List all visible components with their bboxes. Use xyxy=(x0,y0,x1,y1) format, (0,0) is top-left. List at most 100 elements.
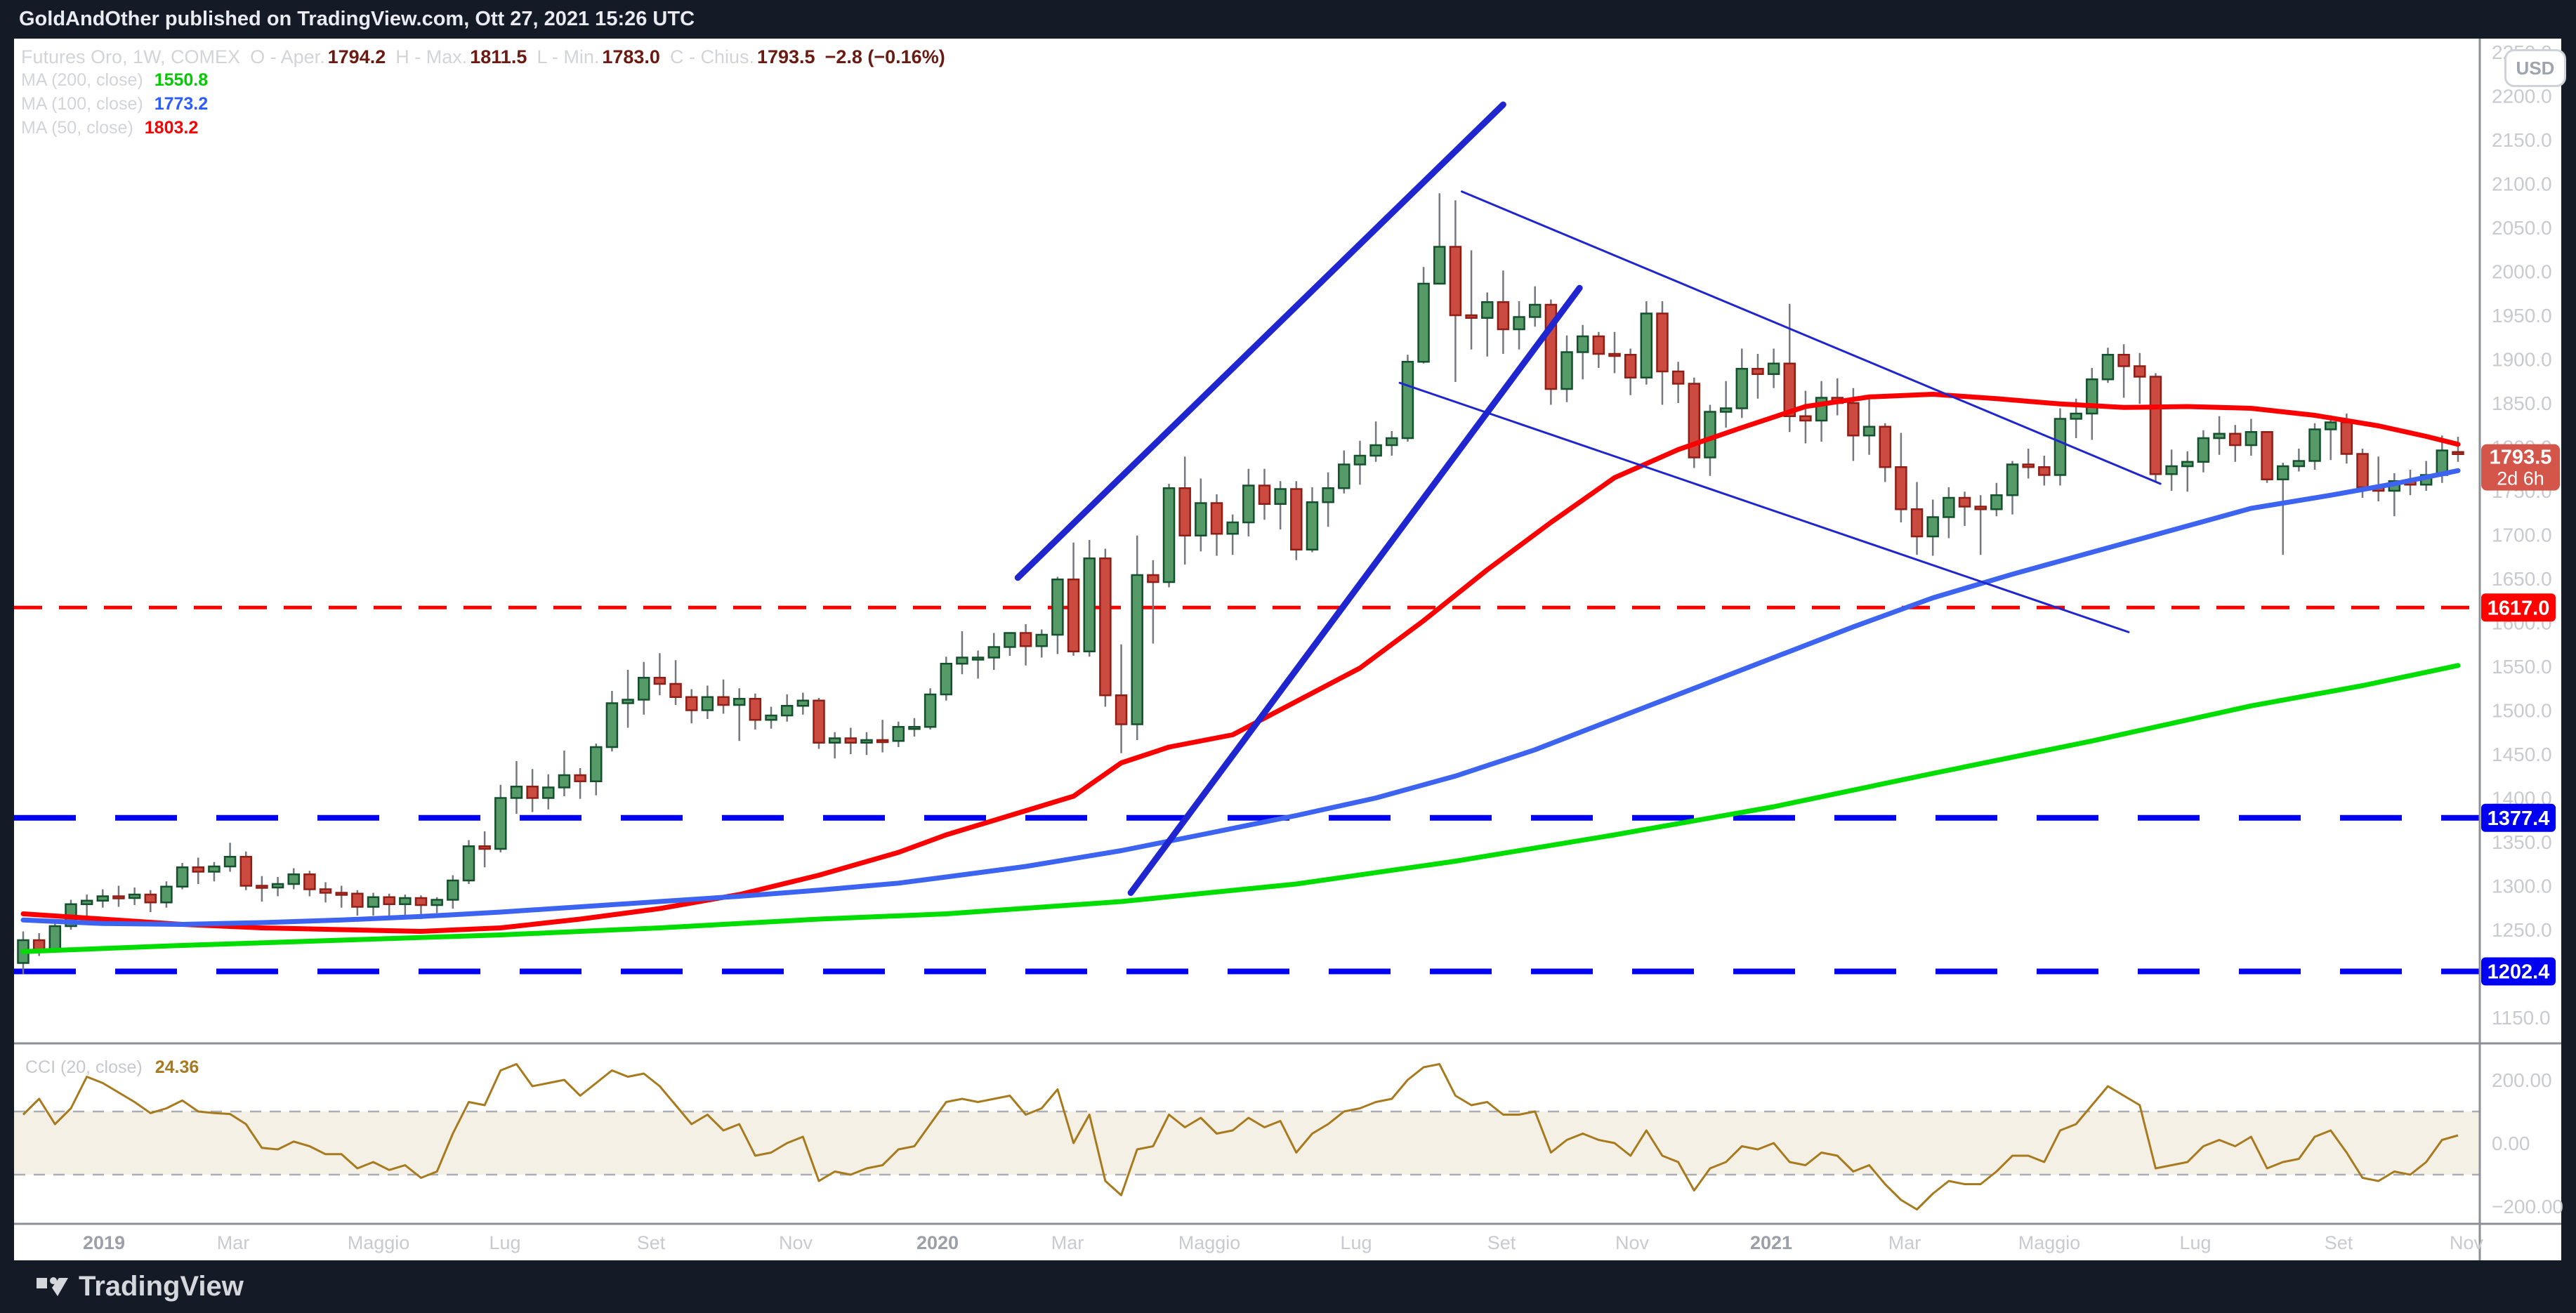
falling-wedge-upper[interactable] xyxy=(1460,190,2162,485)
last-price-badge xyxy=(2481,444,2560,491)
candle-up xyxy=(367,896,380,908)
candle-up xyxy=(176,866,189,888)
candle-up xyxy=(892,726,905,742)
candle-up xyxy=(1322,487,1334,503)
candle-up xyxy=(2292,460,2306,468)
tradingview-logo-link[interactable]: TradingView xyxy=(37,1271,244,1302)
candle-up xyxy=(2197,437,2210,463)
candle-up xyxy=(1862,425,1876,437)
ma50-value: 1803.2 xyxy=(144,118,199,138)
price-tick-label: 2000.0 xyxy=(2492,261,2552,283)
trendlines-layer[interactable] xyxy=(1014,101,2162,896)
candle-up xyxy=(732,698,746,706)
price-tick-label: 1300.0 xyxy=(2492,876,2552,897)
ma50-label: MA (50, close) xyxy=(21,118,133,138)
cci-value: 24.36 xyxy=(155,1057,199,1077)
time-month-label: Mar xyxy=(1051,1232,1084,1253)
candle-down xyxy=(876,739,889,744)
candle-up xyxy=(2053,418,2067,476)
time-axis[interactable]: 2019 Mar Maggio Lug Set Nov 2020 Mar Maggio Lug Se… xyxy=(83,1232,2484,1253)
candle-down xyxy=(2340,421,2353,455)
candle-down xyxy=(1099,557,1112,697)
candle-up xyxy=(1560,351,1573,390)
price-tick-label: 1850.0 xyxy=(2492,392,2552,414)
candle-up xyxy=(510,786,523,799)
candle-up xyxy=(160,885,173,904)
candle-down xyxy=(1958,496,1971,508)
horizontal-lines-layer[interactable] xyxy=(14,605,2480,975)
ma200-line[interactable] xyxy=(20,663,2461,954)
candle-up xyxy=(2101,354,2115,381)
candle-up xyxy=(431,899,443,906)
candle-up xyxy=(80,899,93,905)
open-label: O - Aper. xyxy=(250,46,325,67)
candle-up xyxy=(399,897,412,905)
ma100-value: 1773.2 xyxy=(154,94,209,114)
candle-down xyxy=(2261,431,2273,480)
candle-down xyxy=(256,885,268,889)
legend: Futures Oro, 1W, COMEX O - Aper. 1794.2 H… xyxy=(21,46,945,142)
candle-down xyxy=(1290,488,1303,550)
price-tick-label: 1250.0 xyxy=(2492,919,2552,941)
time-year-label: 2020 xyxy=(916,1232,959,1253)
ma100-legend-row[interactable]: MA (100, close) 1773.2 xyxy=(21,94,945,118)
symbol-legend-row[interactable]: Futures Oro, 1W, COMEX O - Aper. 1794.2 H… xyxy=(21,46,945,70)
tradingview-brand-text: TradingView xyxy=(79,1271,244,1302)
candle-up xyxy=(1035,633,1048,647)
candle-up xyxy=(2276,465,2289,480)
candle-up xyxy=(462,845,475,882)
candle-up xyxy=(860,739,873,744)
ascending-channel-line-1[interactable] xyxy=(1014,101,1506,581)
candle-down xyxy=(2134,365,2146,378)
time-month-label: Nov xyxy=(1615,1232,1650,1253)
chart-panel-background xyxy=(14,39,2561,1260)
currency-toggle-button[interactable]: USD xyxy=(2504,49,2566,87)
falling-wedge-lower[interactable] xyxy=(1398,381,2130,633)
candle-down xyxy=(813,699,825,744)
price-level-badge-text: 1377.4 xyxy=(2488,807,2550,830)
candle-down xyxy=(1656,312,1669,373)
cci-legend-row[interactable]: CCI (20, close) 24.36 xyxy=(25,1057,199,1078)
time-month-label: Mar xyxy=(1888,1232,1921,1253)
ma200-legend-row[interactable]: MA (200, close) 1550.8 xyxy=(21,70,945,94)
price-tick-label: 1350.0 xyxy=(2492,831,2552,853)
candle-up xyxy=(96,895,110,902)
candle-down xyxy=(2228,433,2242,447)
candle-up xyxy=(1926,516,1939,538)
candle-up xyxy=(956,656,968,665)
price-axis[interactable]: 2250.02200.02150.02100.02050.02000.01950… xyxy=(2492,41,2563,1218)
candle-down xyxy=(1752,368,1764,375)
candle-up xyxy=(1704,411,1716,458)
time-month-label: Lug xyxy=(1340,1232,1372,1253)
price-tick-label: 1550.0 xyxy=(2492,656,2552,678)
candle-down xyxy=(2038,466,2051,476)
candle-up xyxy=(1417,282,1430,363)
cci-plot-layer xyxy=(22,1063,2459,1210)
candle-up xyxy=(223,856,237,868)
ma100-line[interactable] xyxy=(20,468,2461,927)
candle-up xyxy=(590,746,603,782)
candle-down xyxy=(1067,579,1080,652)
time-month-label: Mar xyxy=(217,1232,250,1253)
candle-up xyxy=(447,879,459,901)
ascending-channel-line-2[interactable] xyxy=(1127,284,1583,896)
candle-down xyxy=(1115,694,1128,725)
candle-up xyxy=(287,873,300,885)
candle-up xyxy=(271,883,284,889)
candle-down xyxy=(526,786,539,799)
time-month-label: Set xyxy=(637,1232,666,1253)
candle-down xyxy=(1847,402,1860,437)
cci-label: CCI (20, close) xyxy=(25,1057,143,1077)
price-level-badge-text: 1617.0 xyxy=(2488,597,2550,619)
candle-down xyxy=(653,677,666,685)
high-value: 1811.5 xyxy=(470,46,527,67)
ma50-line[interactable] xyxy=(20,392,2461,934)
candle-up xyxy=(796,699,810,707)
candle-up xyxy=(2165,465,2178,475)
candle-up xyxy=(1719,407,1733,413)
candle-up xyxy=(1242,484,1255,524)
price-tick-label: 2200.0 xyxy=(2492,86,2552,107)
time-month-label: Maggio xyxy=(348,1232,410,1253)
ma50-legend-row[interactable]: MA (50, close) 1803.2 xyxy=(21,118,945,142)
